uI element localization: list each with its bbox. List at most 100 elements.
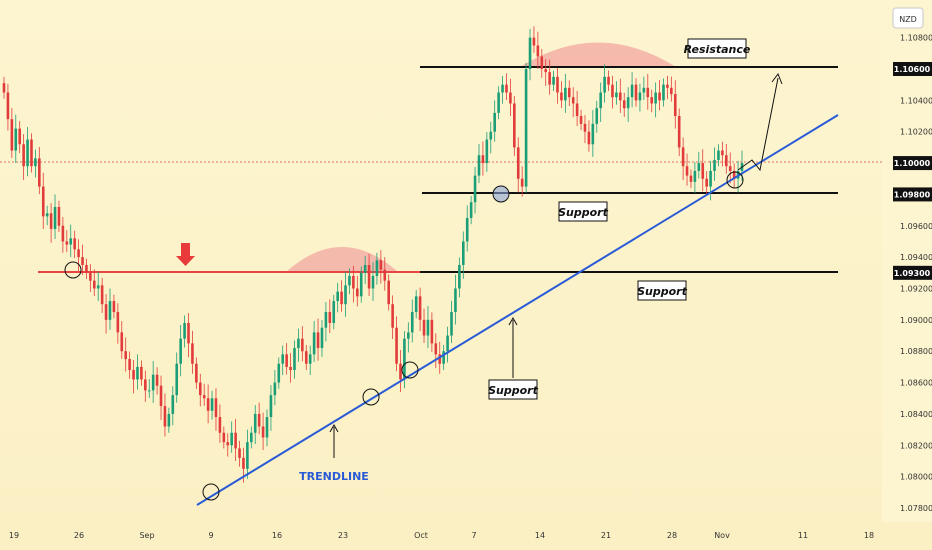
candle-body: [638, 92, 642, 101]
resistance-label: Resistance: [684, 43, 751, 56]
candle-body: [717, 150, 720, 160]
candle-body: [379, 260, 383, 270]
candle-body: [132, 370, 135, 380]
candle-body: [26, 139, 29, 167]
candle-body: [599, 92, 602, 109]
price-tick-label: 1.07800: [900, 504, 932, 513]
candle-body: [187, 322, 190, 344]
candle-body: [45, 213, 49, 217]
candle-body: [253, 413, 257, 433]
candle-body: [732, 170, 736, 179]
price-scale-panel[interactable]: [882, 0, 932, 522]
candle-body: [673, 94, 677, 117]
candle-body: [293, 348, 296, 371]
candle-body: [57, 206, 61, 226]
candle-body: [171, 395, 175, 414]
candle-body: [18, 128, 22, 145]
price-tick-label: 1.08800: [900, 347, 932, 356]
candle-body: [670, 87, 673, 95]
candle-body: [458, 264, 461, 289]
candle-body: [375, 260, 379, 276]
touch-circle-1: [64, 261, 82, 279]
touch-circle-3: [362, 388, 380, 406]
price-tick-label: 1.08000: [900, 473, 932, 482]
candle-body: [399, 363, 402, 380]
candle-body: [336, 291, 339, 302]
candle-body: [465, 217, 469, 242]
candle-body: [89, 272, 92, 281]
candle-body: [163, 406, 167, 427]
candle-body: [520, 178, 524, 187]
candle-body: [622, 100, 626, 109]
time-tick-label: 7: [471, 531, 476, 540]
candle-body: [677, 116, 681, 148]
candle-body: [383, 269, 387, 281]
price-badges: 1.10600 1.10000 1.09800 1.09300: [893, 62, 932, 280]
price-tick-label: 1.10400: [900, 96, 932, 105]
candle-body: [403, 338, 406, 380]
candle-body: [434, 343, 438, 355]
candle-body: [222, 432, 226, 443]
candle-body: [646, 87, 650, 98]
candle-body: [273, 382, 277, 396]
candle-body: [38, 158, 41, 187]
candle-body: [634, 84, 638, 101]
price-tick-label: 1.08600: [900, 379, 932, 388]
candle-body: [112, 301, 116, 313]
candle-body: [265, 417, 269, 438]
candle-body: [705, 178, 708, 187]
candle-body: [493, 112, 496, 132]
candle-body: [701, 163, 705, 179]
trendline-label: TRENDLINE: [299, 470, 369, 483]
candle-body: [564, 87, 567, 101]
candle-body: [328, 312, 332, 323]
candle-body: [697, 163, 701, 171]
candle-body: [324, 312, 328, 328]
candle-body: [536, 45, 540, 57]
candle-body: [140, 366, 143, 380]
candle-body: [367, 264, 371, 289]
candle-body: [136, 366, 139, 380]
candle-body: [516, 147, 520, 179]
candle-body: [6, 92, 10, 120]
candle-body: [724, 155, 728, 167]
candle-body: [509, 92, 512, 104]
candle-body: [108, 301, 112, 320]
price-badge-bg: [893, 265, 932, 280]
candle-body: [713, 159, 716, 171]
price-tick-label: 1.09000: [900, 316, 932, 325]
candle-body: [583, 123, 587, 132]
candle-body: [246, 442, 249, 469]
candle-body: [202, 395, 206, 399]
candle-body: [485, 139, 489, 164]
candle-body: [693, 170, 697, 182]
touch-circle-4: [401, 361, 419, 379]
instrument-badge[interactable]: [892, 7, 924, 29]
time-tick-label: 23: [338, 531, 348, 540]
price-tick-label: 1.08200: [900, 441, 932, 450]
price-badge-label: 1.10000: [894, 159, 931, 168]
candle-body: [571, 97, 575, 104]
candle-body: [85, 264, 88, 273]
candle-body: [587, 131, 591, 145]
candle-body: [709, 170, 712, 187]
support-upper-label-box: [558, 201, 608, 222]
candle-body: [96, 285, 100, 289]
instrument-label: NZD: [899, 15, 917, 24]
candle-body: [100, 285, 104, 305]
candle-body: [285, 354, 288, 367]
candle-body: [316, 332, 320, 349]
candle-body: [501, 84, 504, 93]
candle-body: [450, 312, 453, 336]
candle-body: [49, 213, 53, 229]
time-tick-label: 19: [9, 531, 19, 540]
time-axis[interactable]: 19 26 Sep 9 16 23 Oct 7 14 21 28 Nov 11 18: [9, 531, 874, 540]
candle-body: [728, 166, 732, 171]
candle-body: [524, 69, 528, 187]
trendline-support-label: Support: [488, 384, 538, 397]
candle-body: [214, 398, 218, 418]
candle-body: [446, 335, 449, 352]
candle-body: [591, 123, 595, 145]
candle-body: [159, 385, 163, 407]
